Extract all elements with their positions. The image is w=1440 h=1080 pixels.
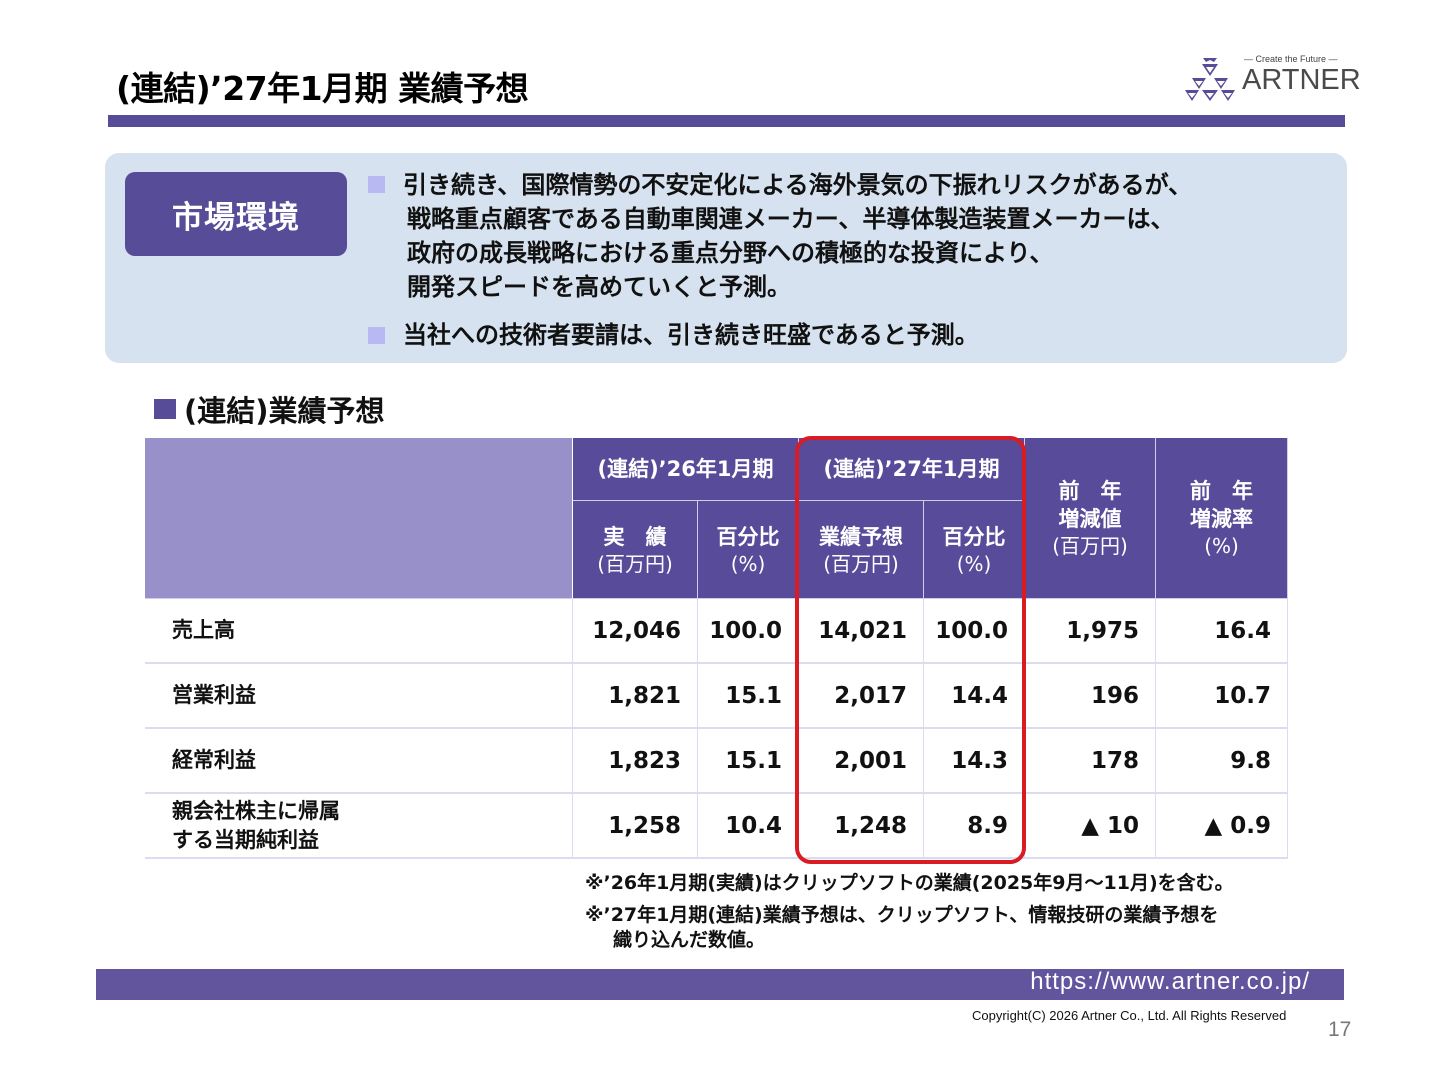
header-unit-text: (百万円) [823, 551, 899, 576]
page-title: (連結)’27年1月期 業績予想 [116, 69, 529, 108]
header-fy27: (連結)’27年1月期 [799, 438, 1025, 501]
bullet-icon [368, 176, 385, 193]
table-cell: 8.9 [924, 794, 1025, 859]
logo-wordmark: ARTNER [1242, 64, 1361, 96]
header-main-text: 増減率 [1190, 507, 1253, 531]
header-fy27-label: (連結)’27年1月期 [823, 457, 1000, 481]
header-unit-text: (百万円) [1052, 534, 1128, 558]
footnote-1: ※’26年1月期(実績)はクリップソフトの業績(2025年9月～11月)を含む。 [585, 872, 1234, 894]
table-cell: 2,001 [799, 729, 924, 794]
market-environment-label: 市場環境 [125, 172, 347, 256]
copyright-text: Copyright(C) 2026 Artner Co., Ltd. All R… [972, 1008, 1287, 1023]
forecast-table: (連結)’26年1月期 (連結)’27年1月期 実 績 (百万円) 百分比 (%… [145, 438, 1288, 859]
table-cell: 12,046 [573, 599, 698, 664]
section-square-icon [154, 399, 176, 419]
row-label: 経常利益 [145, 729, 573, 794]
table-cell: 10.7 [1156, 664, 1288, 729]
header-main-text: 百分比 [716, 524, 780, 549]
table-cell: 2,017 [799, 664, 924, 729]
table-cell: 100.0 [698, 599, 799, 664]
row-label-line: 経常利益 [172, 748, 256, 772]
page-number: 17 [1328, 1018, 1352, 1041]
row-label-line: 売上高 [172, 618, 235, 642]
table-cell: 178 [1025, 729, 1156, 794]
header-forecast: 業績予想 (百万円) [799, 501, 924, 599]
header-yoy-rate: 前 年 増減率 (%) [1156, 438, 1288, 599]
market-bullet-1-line: 戦略重点顧客である自動車関連メーカー、半導体製造装置メーカーは、 [407, 205, 1175, 233]
table-cell: 1,823 [573, 729, 698, 794]
table-cell: 10.4 [698, 794, 799, 859]
header-fy26-label: (連結)’26年1月期 [597, 457, 774, 481]
row-label-line: 親会社株主に帰属 [172, 798, 340, 823]
row-label: 売上高 [145, 599, 573, 664]
table-cell: 1,258 [573, 794, 698, 859]
table-cell: 15.1 [698, 664, 799, 729]
market-bullet-2: 当社への技術者要請は、引き続き旺盛であると予測。 [403, 318, 979, 352]
header-unit-text: (百万円) [597, 551, 673, 576]
header-main-text: 実 績 [603, 524, 667, 549]
table-cell: 15.1 [698, 729, 799, 794]
header-ratio-fy26: 百分比 (%) [698, 501, 799, 599]
company-logo: — Create the Future — ARTNER [1184, 52, 1361, 104]
footnote-2-continued: 織り込んだ数値。 [613, 929, 766, 951]
header-unit-text: (%) [1204, 534, 1239, 558]
row-label: 営業利益 [145, 664, 573, 729]
header-unit-text: (%) [956, 551, 992, 576]
header-unit-text: (%) [730, 551, 766, 576]
table-cell: 9.8 [1156, 729, 1288, 794]
table-cell: ▲ 10 [1025, 794, 1156, 859]
table-header-blank [145, 438, 573, 599]
footer-bar [96, 969, 1344, 1000]
row-label-line: 営業利益 [172, 683, 256, 707]
header-main-text: 前 年 [1058, 479, 1122, 503]
section-title: (連結)業績予想 [184, 394, 385, 428]
market-bullet-1-line: 引き続き、国際情勢の不安定化による海外景気の下振れリスクがあるが、 [403, 171, 1193, 199]
market-bullet-1-line: 政府の成長戦略における重点分野への積極的な投資により、 [407, 239, 1054, 267]
table-cell: 14.3 [924, 729, 1025, 794]
market-bullet-1: 引き続き、国際情勢の不安定化による海外景気の下振れリスクがあるが、 戦略重点顧客… [403, 168, 1192, 304]
artner-logo-icon [1185, 58, 1235, 101]
header-main-text: 百分比 [942, 524, 1006, 549]
logo-tagline: — Create the Future — [1244, 54, 1338, 64]
table-cell: 14,021 [799, 599, 924, 664]
header-yoy-change: 前 年 増減値 (百万円) [1025, 438, 1156, 599]
table-cell: ▲ 0.9 [1156, 794, 1288, 859]
header-main-text: 増減値 [1058, 507, 1122, 531]
header-main-text: 前 年 [1190, 479, 1253, 503]
row-label: 親会社株主に帰属 する当期純利益 [145, 794, 573, 859]
website-link[interactable]: https://www.artner.co.jp/ [1030, 968, 1310, 995]
market-bullet-1-line: 開発スピードを高めていくと予測。 [407, 273, 791, 301]
header-actual: 実 績 (百万円) [573, 501, 698, 599]
table-cell: 14.4 [924, 664, 1025, 729]
header-fy26: (連結)’26年1月期 [573, 438, 799, 501]
table-cell: 1,821 [573, 664, 698, 729]
market-bullet-2-line: 当社への技術者要請は、引き続き旺盛であると予測。 [403, 321, 979, 349]
bullet-icon [368, 327, 385, 344]
table-cell: 1,248 [799, 794, 924, 859]
row-label-line: する当期純利益 [172, 827, 319, 852]
header-main-text: 業績予想 [819, 524, 903, 549]
table-cell: 1,975 [1025, 599, 1156, 664]
fy27-highlight-frame [795, 436, 1026, 864]
table-cell: 16.4 [1156, 599, 1288, 664]
header-ratio-fy27: 百分比 (%) [924, 501, 1025, 599]
footnote-2: ※’27年1月期(連結)業績予想は、クリップソフト、情報技研の業績予想を [585, 904, 1219, 926]
title-divider [108, 115, 1345, 127]
table-cell: 196 [1025, 664, 1156, 729]
